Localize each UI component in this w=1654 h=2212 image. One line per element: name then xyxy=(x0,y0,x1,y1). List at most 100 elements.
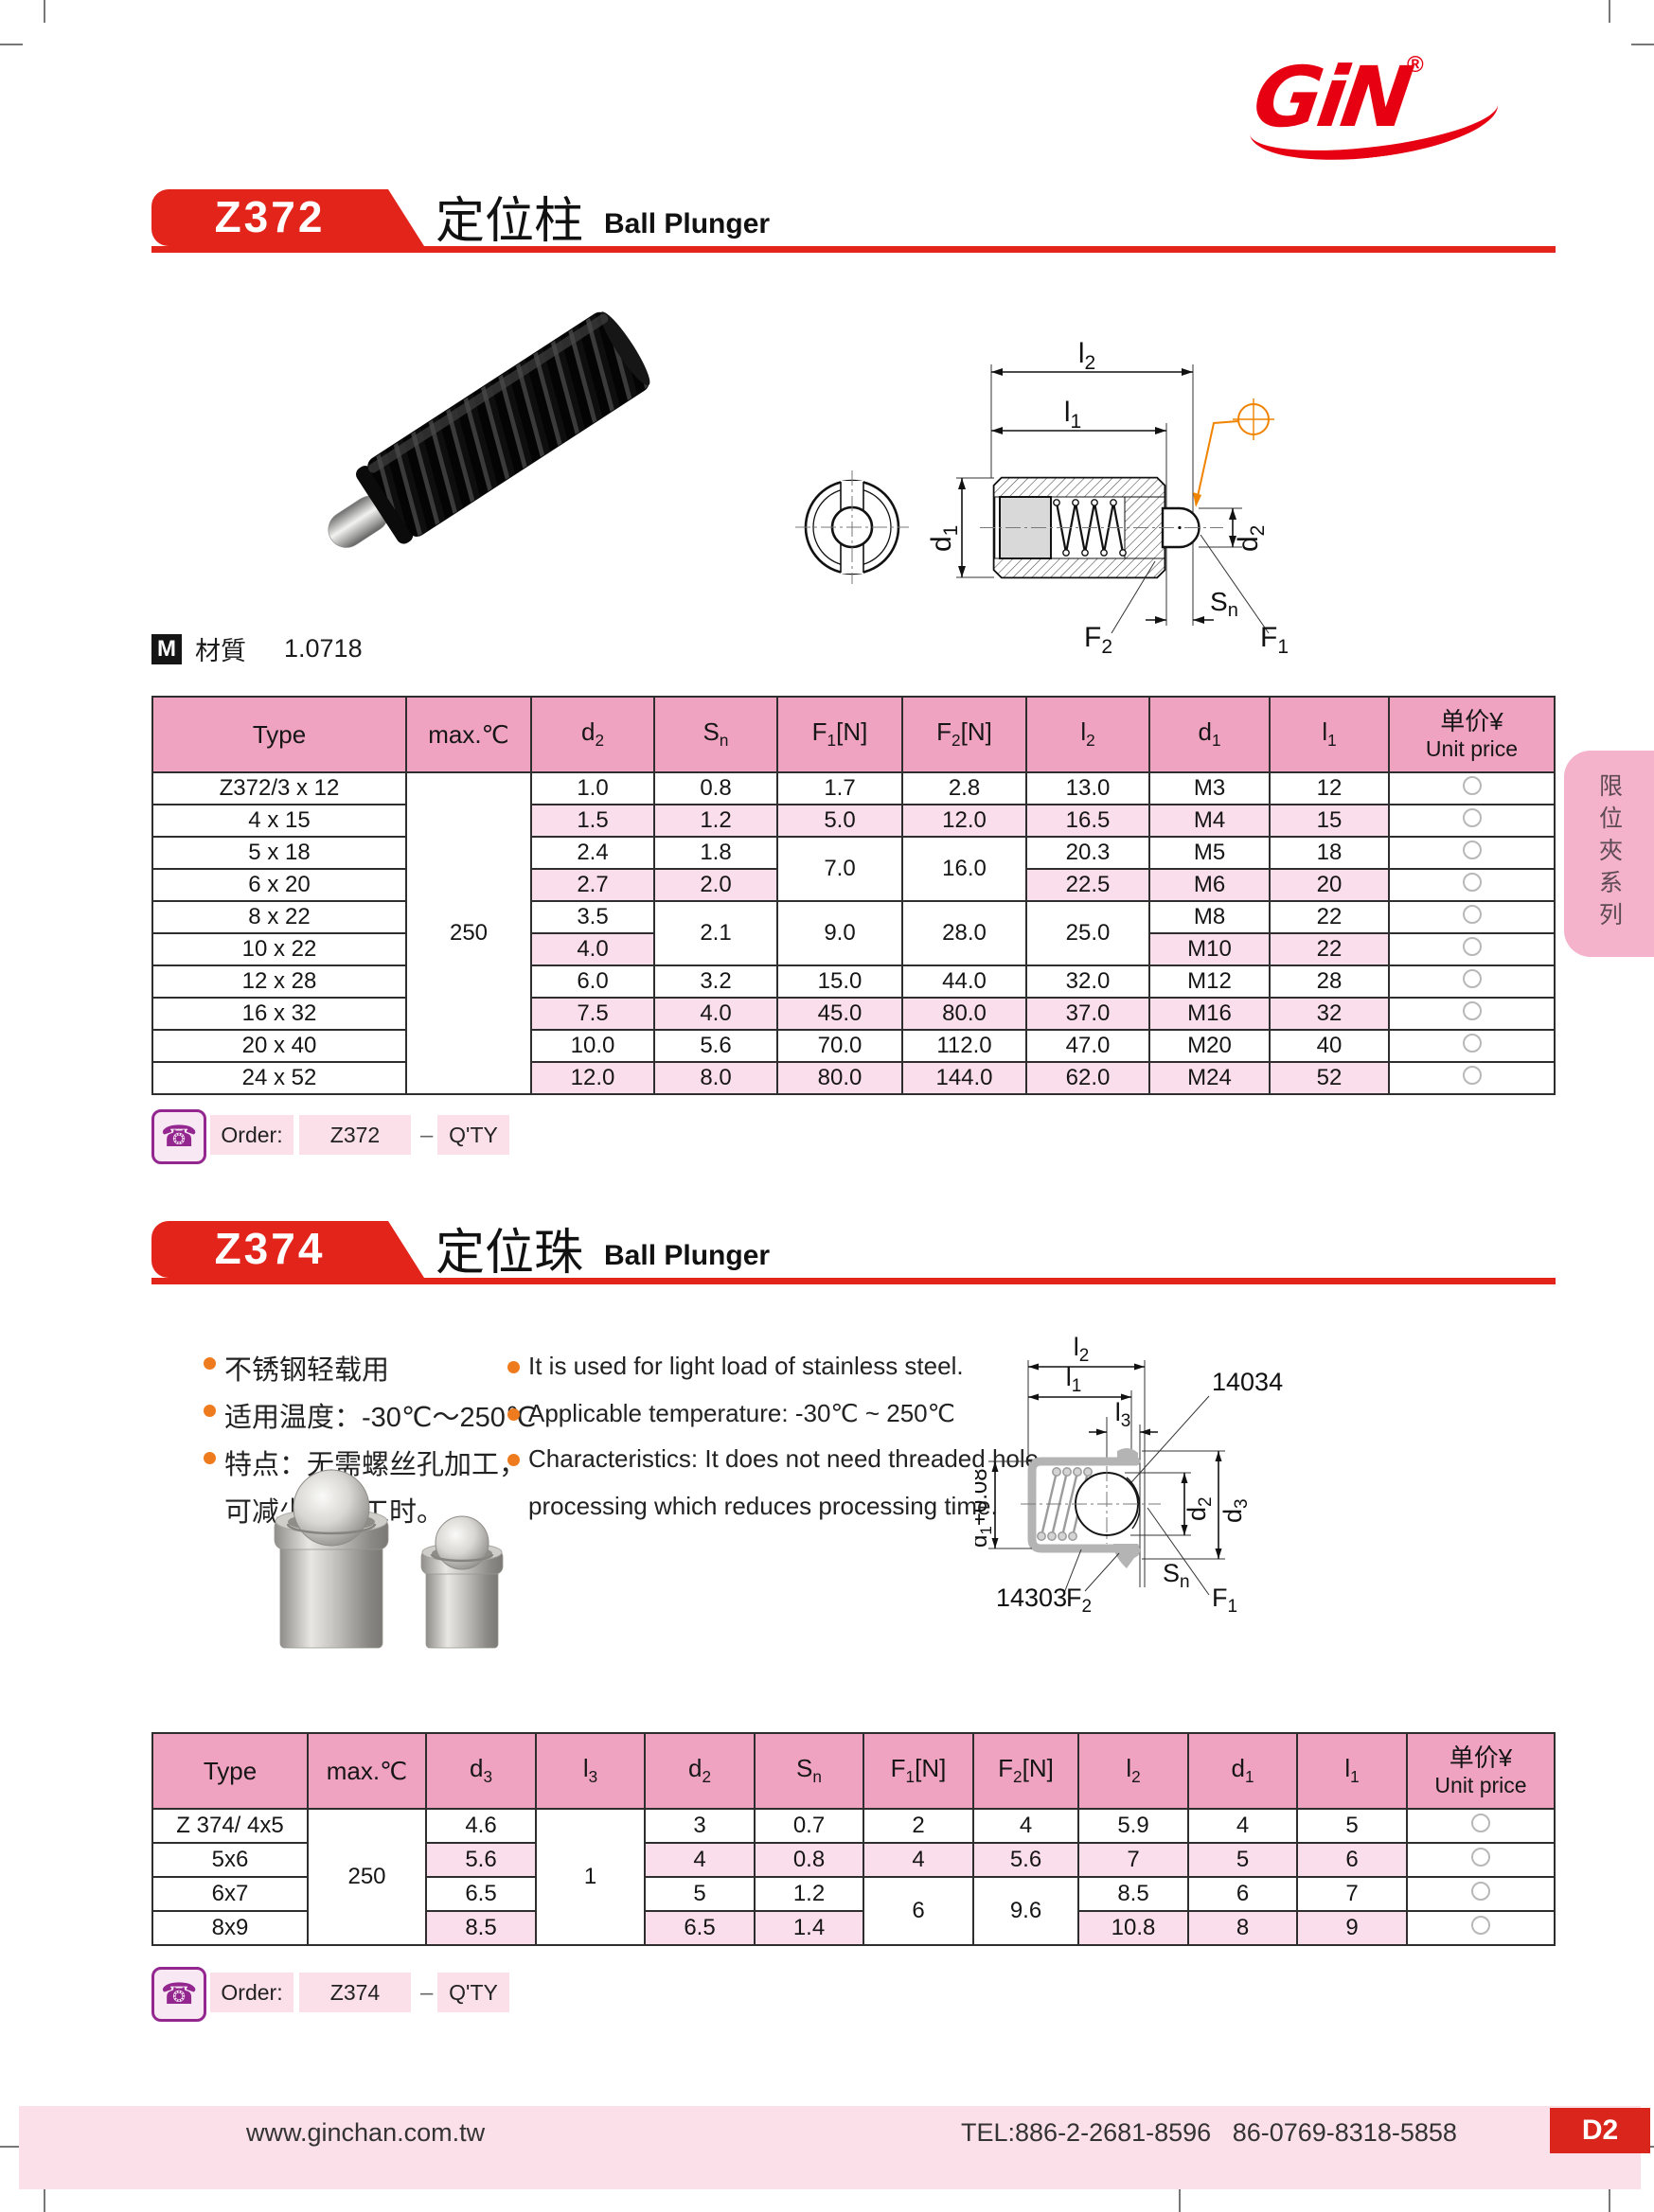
spec-cell-l3: 1 xyxy=(535,1808,646,1946)
spec-cell: 2.4 xyxy=(530,836,655,870)
spec-cell: 10.8 xyxy=(1077,1910,1189,1946)
spring-coil-dots xyxy=(1053,499,1127,557)
col-header-d1: d1 xyxy=(1148,696,1271,773)
unit-price-cell xyxy=(1388,836,1556,870)
unit-price-circle xyxy=(1462,937,1482,956)
phone-icon: ☎ xyxy=(151,1109,206,1164)
spec-cell: 7.0 xyxy=(776,836,903,902)
spec-cell: 2 xyxy=(863,1808,974,1844)
table-row: 8x9 8.5 6.5 1.4 10.8 8 9 xyxy=(151,1910,1556,1946)
table-row: 5x6 5.6 4 0.8 4 5.6 7 5 6 xyxy=(151,1842,1556,1878)
ball-plunger-small xyxy=(420,1515,504,1649)
unit-price-circle xyxy=(1471,1916,1490,1935)
feature-item-cn: 适用温度：-30℃～250℃ xyxy=(204,1395,536,1435)
spec-cell: 5.6 xyxy=(653,1029,778,1063)
spec-cell: 6.5 xyxy=(644,1910,756,1946)
z374-badge-slant xyxy=(388,1221,424,1278)
dim-label-l2: l2 xyxy=(1074,1333,1090,1366)
phone-icon: ☎ xyxy=(151,1967,206,2022)
col-header-sn: Sn xyxy=(754,1732,864,1810)
unit-price-cell xyxy=(1388,964,1556,999)
feature-item-en: Characteristics: It does not need thread… xyxy=(507,1444,1039,1474)
tel-text: TEL:886-2-2681-8596 86-0769-8318-5858 xyxy=(961,2118,1457,2147)
order-dash: – xyxy=(420,1980,434,2006)
part-number-bottom: 14303 xyxy=(996,1584,1067,1612)
col-header-maxtemp: max.℃ xyxy=(307,1732,427,1810)
col-header-type: Type xyxy=(151,696,407,773)
hatch-top-wall xyxy=(993,477,1165,498)
z374-section-title: 定位珠 Ball Plunger xyxy=(436,1221,770,1278)
spec-cell: 16.0 xyxy=(901,836,1027,902)
unit-price-circle xyxy=(1462,808,1482,827)
spec-cell: 4 xyxy=(1187,1808,1298,1844)
spec-cell: 7 xyxy=(1077,1842,1189,1878)
plunger-shell xyxy=(1027,1457,1141,1553)
website-text: www.ginchan.com.tw xyxy=(246,2118,486,2147)
order-label: Order: xyxy=(210,1115,293,1155)
unit-price-cell xyxy=(1388,804,1556,838)
unit-price-cell xyxy=(1388,997,1556,1031)
col-header-f1: F1[N] xyxy=(863,1732,974,1810)
feature-item-en: Applicable temperature: -30℃ ~ 250℃ xyxy=(507,1399,955,1428)
part-number-top: 14034 xyxy=(1212,1368,1283,1396)
unit-price-cell xyxy=(1388,932,1556,966)
footer-band xyxy=(19,2106,1641,2189)
crop-mark xyxy=(0,44,23,45)
feature-item-cn: 特点：无需螺丝孔加工， xyxy=(204,1442,526,1482)
registered-mark-icon: ® xyxy=(1407,52,1424,78)
col-header-type: Type xyxy=(151,1732,309,1810)
table-row: 6x7 6.5 5 1.2 6 9.6 8.5 6 7 xyxy=(151,1876,1556,1946)
spec-cell: M4 xyxy=(1148,804,1271,838)
shell-bottom-lip xyxy=(1113,1544,1141,1568)
spec-cell: 3.2 xyxy=(653,964,778,999)
z374-technical-drawing: l2 l1 l3 14034 d1+0.08 xyxy=(975,1333,1283,1617)
z372-badge-slant xyxy=(388,189,424,246)
spec-cell: M3 xyxy=(1148,771,1271,805)
spec-cell: 37.0 xyxy=(1025,997,1150,1031)
col-header-d1: d1 xyxy=(1187,1732,1298,1810)
force-label-f1: F1 xyxy=(1260,622,1289,658)
spec-cell: 6x7 xyxy=(151,1876,309,1912)
spec-cell: 12.0 xyxy=(530,1061,655,1095)
spec-cell: 25.0 xyxy=(1025,900,1150,966)
spec-cell: 44.0 xyxy=(901,964,1027,999)
spec-cell: 5 xyxy=(1187,1842,1298,1878)
table-row: 6 x 20 2.7 2.0 22.5 M6 20 xyxy=(151,868,1556,902)
unit-price-circle xyxy=(1462,1034,1482,1053)
spec-cell: 2.1 xyxy=(653,900,778,966)
force-label-f2: F2 xyxy=(1066,1584,1092,1617)
spec-cell: 10 x 22 xyxy=(151,932,407,966)
feature-text: It is used for light load of stainless s… xyxy=(528,1352,964,1380)
spec-cell: 8.5 xyxy=(425,1910,537,1946)
col-header-price: 单价¥ Unit price xyxy=(1406,1732,1556,1810)
spec-cell: 18 xyxy=(1269,836,1390,870)
table-row: 24 x 52 12.0 8.0 80.0 144.0 62.0 M24 52 xyxy=(151,1061,1556,1095)
unit-price-cell xyxy=(1388,771,1556,805)
z372-red-rule xyxy=(151,246,1556,253)
dim-label-sn: Sn xyxy=(1163,1559,1190,1592)
table-row: 5 x 18 2.4 1.8 7.0 16.0 20.3 M5 18 xyxy=(151,836,1556,902)
z372-section-title: 定位柱 Ball Plunger xyxy=(436,189,770,246)
dim-label-d2: d2 xyxy=(1183,1496,1216,1521)
spec-cell: 22 xyxy=(1269,932,1390,966)
bullet-icon xyxy=(507,1454,520,1466)
spec-cell: 1.2 xyxy=(653,804,778,838)
spec-cell: 6 x 20 xyxy=(151,868,407,902)
spec-cell: 5 x 18 xyxy=(151,836,407,870)
spec-cell: 7 xyxy=(1296,1876,1408,1912)
bullet-icon xyxy=(204,1405,216,1417)
spec-cell: 3 xyxy=(644,1808,756,1844)
unit-price-cell xyxy=(1406,1808,1556,1844)
col-header-f2: F2[N] xyxy=(901,696,1027,773)
dim-label-d2: d2 xyxy=(1233,525,1269,552)
spec-cell: 8.0 xyxy=(653,1061,778,1095)
col-header-d3: d3 xyxy=(425,1732,537,1810)
spec-cell: 62.0 xyxy=(1025,1061,1150,1095)
table-row: 16 x 32 7.5 4.0 45.0 80.0 37.0 M16 32 xyxy=(151,997,1556,1031)
bullet-icon xyxy=(507,1408,520,1421)
col-header-f2: F2[N] xyxy=(972,1732,1079,1810)
spec-cell: 8 x 22 xyxy=(151,900,407,934)
body-highlight xyxy=(368,313,609,473)
col-header-price: 单价¥ Unit price xyxy=(1388,696,1556,773)
spec-cell: 5 xyxy=(644,1876,756,1912)
